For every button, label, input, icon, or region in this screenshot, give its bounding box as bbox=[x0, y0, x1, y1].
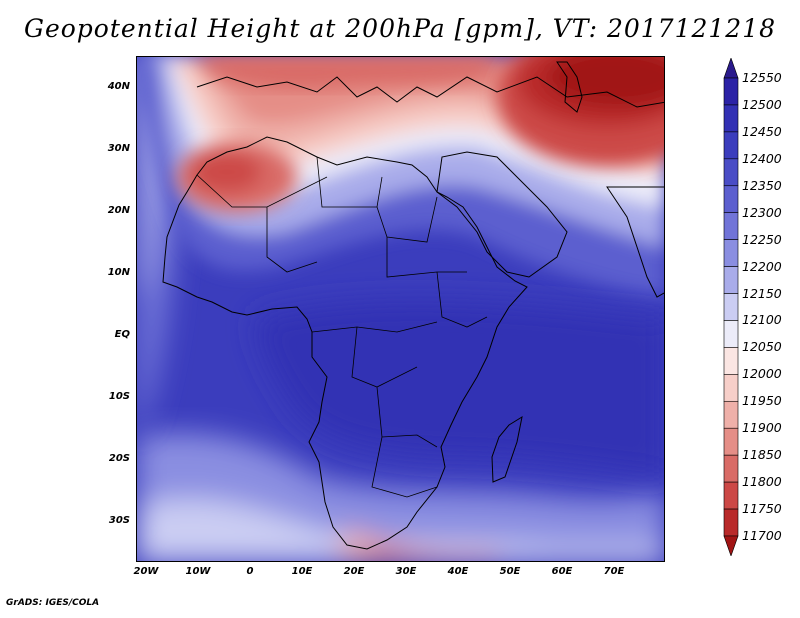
europe-coastline bbox=[196, 76, 664, 108]
colorbar-label: 11950 bbox=[742, 393, 782, 409]
colorbar-label: 12450 bbox=[742, 123, 782, 139]
colorbar-label: 12000 bbox=[742, 366, 782, 382]
colorbar-segment bbox=[723, 104, 739, 133]
lat-label: 40N bbox=[107, 81, 130, 92]
lat-label: 10S bbox=[108, 391, 130, 402]
lat-label: 10N bbox=[107, 267, 130, 278]
colorbar-label: 12200 bbox=[742, 258, 782, 274]
colorbar-label: 12100 bbox=[742, 312, 782, 328]
lon-label: 40E bbox=[447, 566, 469, 577]
colorbar-label: 12250 bbox=[742, 231, 782, 247]
lon-label: 30E bbox=[395, 566, 417, 577]
lat-label: 30N bbox=[107, 143, 130, 154]
colorbar-segment bbox=[723, 158, 739, 187]
lon-label: 50E bbox=[499, 566, 521, 577]
lon-label: 10W bbox=[185, 566, 211, 577]
colorbar-label: 12050 bbox=[742, 339, 782, 355]
lon-label: 20W bbox=[133, 566, 159, 577]
colorbar-segment bbox=[723, 347, 739, 375]
credit-text: GrADS: IGES/COLA bbox=[6, 598, 100, 608]
height-field bbox=[137, 57, 664, 561]
colorbar-segment bbox=[723, 293, 739, 321]
lat-label: 30S bbox=[108, 515, 130, 526]
madagascar-coastline bbox=[491, 415, 523, 483]
colorbar-label: 12400 bbox=[742, 150, 782, 166]
colorbar-label: 12150 bbox=[742, 285, 782, 301]
coastlines bbox=[162, 61, 664, 550]
colorbar-bottom-arrow bbox=[723, 535, 739, 556]
colorbar-label: 12350 bbox=[742, 177, 782, 193]
chart-title: Geopotential Height at 200hPa [gpm], VT:… bbox=[23, 14, 777, 43]
arabia-coastline bbox=[436, 151, 568, 278]
lon-label: 70E bbox=[603, 566, 625, 577]
colorbar-label: 11700 bbox=[742, 528, 782, 543]
colorbar-segment bbox=[723, 185, 739, 214]
colorbar-segment bbox=[723, 481, 739, 510]
colorbar-segment bbox=[723, 427, 739, 456]
lon-label: 0 bbox=[246, 566, 254, 577]
lat-label: 20N bbox=[107, 205, 130, 216]
colorbar-label: 12300 bbox=[742, 204, 782, 220]
colorbar-segment bbox=[723, 77, 739, 106]
colorbar-segment bbox=[723, 212, 739, 240]
colorbar-segment bbox=[723, 400, 739, 429]
colorbar-label: 11850 bbox=[742, 447, 782, 463]
colorbar-label: 12550 bbox=[742, 70, 782, 85]
africa-coastline bbox=[162, 136, 528, 550]
lon-label: 60E bbox=[551, 566, 573, 577]
colorbar-top-arrow bbox=[723, 58, 739, 79]
colorbar-label: 11900 bbox=[742, 420, 782, 436]
lon-label: 10E bbox=[291, 566, 313, 577]
colorbar-segment bbox=[723, 454, 739, 483]
colorbar-segment bbox=[723, 131, 739, 160]
colorbar-label: 11800 bbox=[742, 474, 782, 490]
india-coastline bbox=[606, 186, 664, 298]
colorbar-segment bbox=[723, 239, 739, 267]
lat-label: EQ bbox=[114, 329, 130, 340]
colorbar-segment bbox=[723, 266, 739, 294]
colorbar-segment bbox=[723, 508, 739, 537]
colorbar-segment bbox=[723, 374, 739, 402]
lat-label: 20S bbox=[108, 453, 130, 464]
map-panel bbox=[136, 56, 665, 562]
country-borders bbox=[196, 156, 488, 498]
colorbar-label: 11750 bbox=[742, 501, 782, 517]
geopotential-height-map bbox=[137, 57, 664, 561]
colorbar-label: 12500 bbox=[742, 96, 782, 112]
colorbar bbox=[723, 58, 739, 556]
caspian-coastline bbox=[556, 61, 583, 113]
lon-label: 20E bbox=[343, 566, 365, 577]
colorbar-segment bbox=[723, 320, 739, 348]
